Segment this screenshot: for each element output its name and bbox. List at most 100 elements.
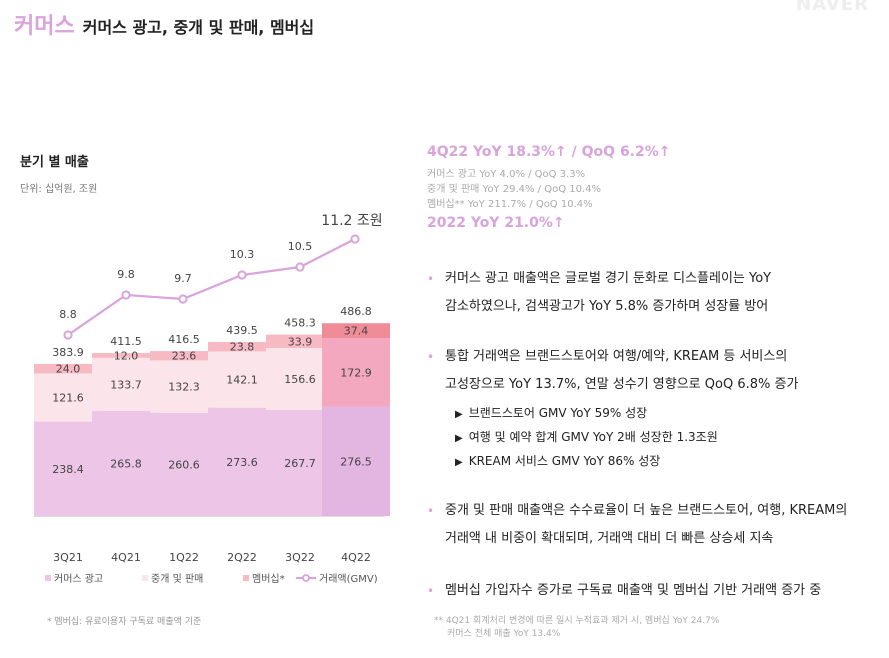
legend-swatch — [45, 575, 51, 581]
footnote-total: 커머스 전체 매출 YoY 13.4% — [447, 629, 561, 639]
bullet-line: 중개 및 판매 매출액은 수수료율이 더 높은 브랜드스토어, 여행, KREA… — [445, 503, 848, 518]
bar-brokerage — [92, 357, 160, 411]
gmv-point — [121, 290, 131, 300]
x-tick-label: 2Q22 — [227, 551, 257, 564]
bar-membership — [150, 351, 218, 361]
bar-ad — [92, 410, 160, 516]
bar-membership — [92, 353, 160, 358]
bar-membership-label: 37.4 — [344, 325, 369, 338]
gmv-point — [295, 262, 305, 272]
x-tick-label: 4Q22 — [341, 551, 371, 564]
subitem-text: 여행 및 예약 합계 GMV YoY 2배 성장한 1.3조원 — [468, 430, 718, 444]
legend-swatch — [243, 575, 249, 581]
bar-brokerage-label: 121.6 — [52, 392, 84, 405]
bullet-dot-icon: • — [427, 350, 435, 364]
subitem-text: 브랜드스토어 GMV YoY 59% 성장 — [468, 406, 648, 420]
x-tick-label: 3Q22 — [285, 551, 315, 564]
bar-ad — [150, 412, 218, 516]
bullet-brokerage: • 중개 및 판매 매출액은 수수료율이 더 높은 브랜드스토어, 여행, KR… — [427, 497, 847, 553]
subitem-brandstore: ▶ 브랜드스토어 GMV YoY 59% 성장 — [455, 404, 647, 421]
bar-membership — [322, 323, 390, 339]
bar-brokerage-label: 133.7 — [110, 378, 142, 391]
gmv-point — [178, 294, 188, 304]
bar-ad-label: 267.7 — [284, 457, 316, 470]
x-tick-label: 1Q22 — [169, 551, 199, 564]
bar-membership-label: 24.0 — [56, 363, 81, 376]
bullet-line: 감소하였으나, 검색광고가 YoY 5.8% 증가하며 성장률 방어 — [445, 299, 769, 314]
section-highlight: 커머스 — [14, 14, 75, 39]
gmv-label: 10.3 — [230, 248, 255, 261]
bullet-gmv: • 통합 거래액은 브랜드스토어와 여행/예약, KREAM 등 서비스의 고성… — [427, 343, 798, 399]
bar-total-label: 458.3 — [284, 317, 316, 330]
bar-brokerage — [34, 373, 102, 422]
headline-year: 2022 YoY 21.0%↑ — [427, 215, 565, 231]
headline-growth: 4Q22 YoY 18.3%↑ / QoQ 6.2%↑ — [427, 144, 671, 160]
bar-membership-label: 33.9 — [288, 335, 313, 348]
bar-ad — [322, 406, 390, 516]
chart-unit: 단위: 십억원, 조원 — [20, 184, 98, 195]
bar-total-label: 411.5 — [110, 335, 142, 348]
bullet-dot-icon: • — [427, 504, 435, 518]
gmv-label: 11.2 조원 — [321, 213, 382, 229]
bar-ad — [208, 407, 276, 516]
footnote-membership: ** 4Q21 회계처리 변경에 따른 일시 누적효과 제거 시, 멤버십 Yo… — [434, 616, 720, 626]
section-subtitle: 커머스 광고, 중개 및 판매, 멤버십 — [82, 18, 315, 37]
subitem-travel: ▶ 여행 및 예약 합계 GMV YoY 2배 성장한 1.3조원 — [455, 428, 718, 445]
bar-membership — [266, 334, 334, 348]
bar-membership — [34, 363, 102, 374]
bar-total-label: 486.8 — [340, 305, 372, 318]
sub-membership: 멤버십** YoY 211.7% / QoQ 10.4% — [427, 199, 593, 210]
legend-swatch — [142, 575, 148, 581]
gmv-label: 10.5 — [288, 240, 313, 253]
bullet-line: 멤버십 가입자수 증가로 구독료 매출액 및 멤버십 기반 거래액 증가 중 — [445, 583, 822, 598]
brand-wordmark: NAVER — [796, 0, 869, 15]
bar-membership-label: 23.6 — [172, 350, 197, 363]
gmv-point — [63, 330, 73, 340]
bar-ad-label: 238.4 — [52, 463, 84, 476]
bar-ad — [34, 421, 102, 516]
bar-membership-label: 23.8 — [230, 341, 255, 354]
legend-label: 중개 및 판매 — [151, 573, 203, 585]
gmv-point — [237, 270, 247, 280]
sub-ad: 커머스 광고 YoY 4.0% / QoQ 3.3% — [427, 169, 586, 180]
bullet-line: 커머스 광고 매출액은 글로벌 경기 둔화로 디스플레이는 YoY — [445, 271, 772, 286]
bullet-line: 거래액 내 비중이 확대되며, 거래액 대비 더 빠른 상승세 지속 — [445, 531, 774, 546]
legend-label: 멤버십* — [252, 573, 285, 585]
bar-total-label: 416.5 — [168, 333, 200, 346]
bullet-membership: • 멤버십 가입자수 증가로 구독료 매출액 및 멤버십 기반 거래액 증가 중 — [427, 577, 821, 605]
gmv-line — [67, 238, 356, 336]
bar-brokerage-label: 132.3 — [168, 381, 200, 394]
legend-label: 거래액(GMV) — [319, 573, 378, 585]
bar-ad-label: 265.8 — [110, 457, 142, 470]
bar-brokerage-label: 172.9 — [340, 366, 372, 379]
bar-membership — [208, 341, 276, 352]
triangle-right-icon: ▶ — [455, 409, 463, 420]
subitem-text: KREAM 서비스 GMV YoY 86% 성장 — [468, 454, 661, 468]
bullet-line: 고성장으로 YoY 13.7%, 연말 성수기 영향으로 QoQ 6.8% 증가 — [445, 377, 799, 392]
sub-brokerage: 중개 및 판매 YoY 29.4% / QoQ 10.4% — [427, 184, 602, 195]
legend-label: 커머스 광고 — [54, 573, 103, 585]
bar-ad-label: 276.5 — [340, 455, 372, 468]
triangle-right-icon: ▶ — [455, 457, 463, 468]
legend-point — [302, 574, 310, 582]
bar-brokerage — [208, 351, 276, 408]
subitem-kream: ▶ KREAM 서비스 GMV YoY 86% 성장 — [455, 452, 660, 469]
gmv-label: 8.8 — [59, 308, 77, 321]
bar-ad-label: 273.6 — [226, 456, 258, 469]
x-tick-label: 4Q21 — [111, 551, 141, 564]
bullet-line: 통합 거래액은 브랜드스토어와 여행/예약, KREAM 등 서비스의 — [445, 349, 788, 364]
bullet-dot-icon: • — [427, 272, 435, 286]
revenue-chart: 238.4 121.6 24.0 383.9 3Q21 265.8 133.7 12.0411… — [33, 213, 390, 585]
gmv-label: 9.8 — [117, 268, 135, 281]
bar-ad-label: 260.6 — [168, 458, 200, 471]
bullet-dot-icon: • — [427, 584, 435, 598]
bar-brokerage-label: 142.1 — [226, 374, 258, 387]
gmv-label: 9.7 — [174, 272, 192, 285]
chart-footnote: * 멤버십: 유료이용자 구독료 매출액 기준 — [47, 617, 202, 627]
bar-total-label: 383.9 — [52, 346, 84, 359]
bar-brokerage-label: 156.6 — [284, 373, 316, 386]
x-tick-label: 3Q21 — [53, 551, 83, 564]
page-header: 커머스 커머스 광고, 중개 및 판매, 멤버십 — [14, 8, 314, 40]
bar-brokerage — [322, 338, 390, 407]
bar-brokerage — [150, 360, 218, 413]
